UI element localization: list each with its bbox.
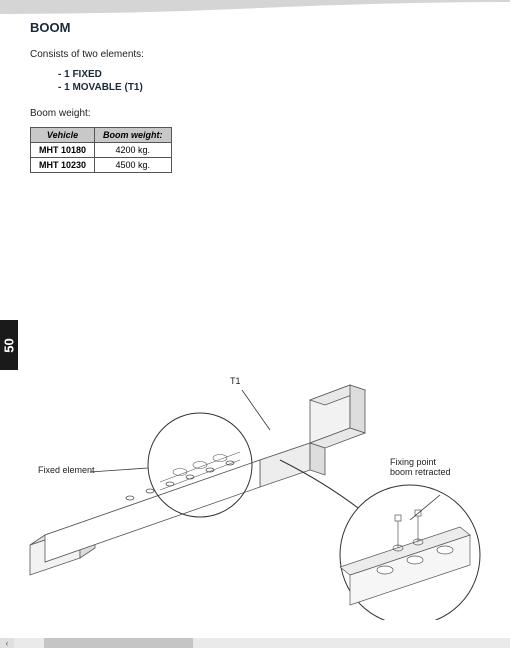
element-item: - 1 MOVABLE (T1) (58, 81, 490, 94)
scrollbar-thumb[interactable] (44, 638, 193, 648)
boom-diagram: T1 Fixed element Fixing point boom retra… (10, 370, 500, 620)
cell-weight: 4500 kg. (95, 158, 172, 173)
label-fixing-point: Fixing point boom retracted (390, 458, 451, 478)
cell-weight: 4200 kg. (95, 143, 172, 158)
page-number-tab: 50 (0, 320, 18, 370)
intro-text: Consists of two elements: (30, 49, 490, 60)
scrollbar-track[interactable] (14, 638, 510, 648)
boom-weight-table: Vehicle Boom weight: MHT 10180 4200 kg. … (30, 127, 172, 173)
col-boom-weight: Boom weight: (95, 128, 172, 143)
scroll-left-button[interactable]: ‹ (0, 638, 14, 648)
boom-svg (10, 370, 500, 620)
cell-vehicle: MHT 10180 (31, 143, 95, 158)
section-title: BOOM (30, 20, 490, 35)
col-vehicle: Vehicle (31, 128, 95, 143)
element-item: - 1 FIXED (58, 68, 490, 81)
header-curve (0, 0, 510, 18)
page-content: BOOM Consists of two elements: - 1 FIXED… (30, 20, 490, 173)
label-t1: T1 (230, 376, 241, 386)
page-number: 50 (2, 338, 17, 352)
table-row: MHT 10230 4500 kg. (31, 158, 172, 173)
horizontal-scrollbar[interactable]: ‹ (0, 638, 510, 648)
weight-label: Boom weight: (30, 108, 490, 119)
table-header-row: Vehicle Boom weight: (31, 128, 172, 143)
label-fixed-element: Fixed element (38, 465, 95, 475)
elements-list: - 1 FIXED - 1 MOVABLE (T1) (58, 68, 490, 94)
cell-vehicle: MHT 10230 (31, 158, 95, 173)
table-row: MHT 10180 4200 kg. (31, 143, 172, 158)
